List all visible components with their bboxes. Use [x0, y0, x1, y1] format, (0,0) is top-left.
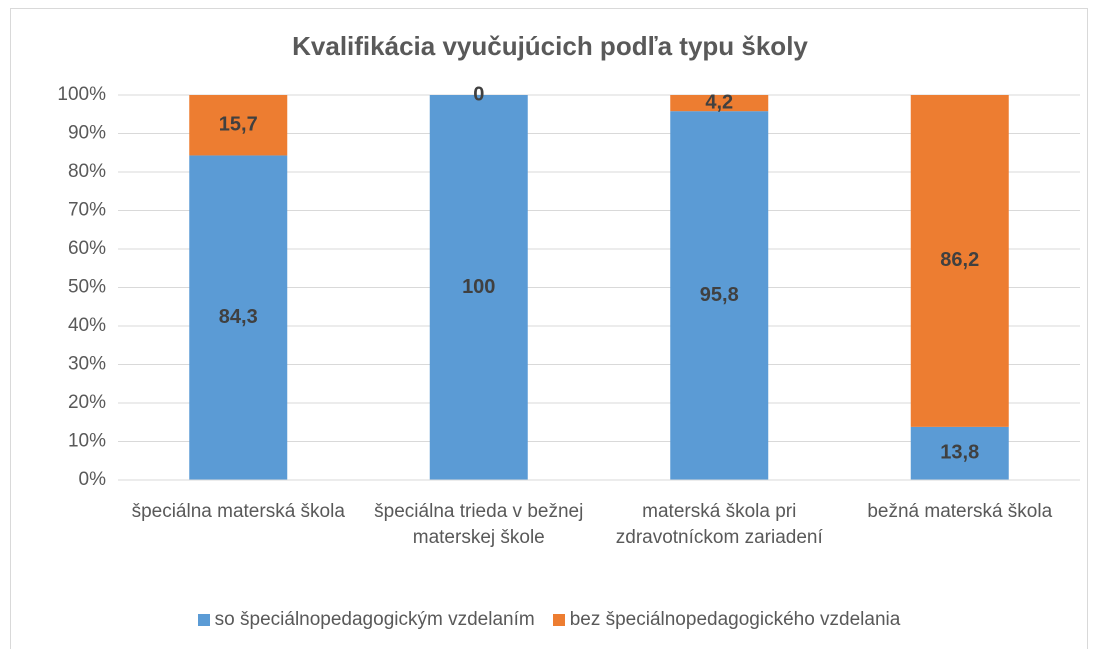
- y-tick-label: 20%: [68, 392, 106, 413]
- y-tick-label: 40%: [68, 315, 106, 336]
- legend-item: bez špeciálnopedagogického vzdelania: [552, 609, 901, 631]
- y-tick-label: 10%: [68, 431, 106, 452]
- x-tick-label: špeciálna materská škola: [131, 501, 345, 522]
- legend: so špeciálnopedagogickým vzdelaním bez šp…: [0, 609, 1098, 631]
- y-tick-label: 70%: [68, 200, 106, 221]
- legend-label: bez špeciálnopedagogického vzdelania: [569, 609, 901, 630]
- data-label: 84,3: [219, 306, 258, 328]
- bar-segment: [189, 95, 288, 156]
- bar-segment: [429, 95, 528, 480]
- data-label: 13,8: [940, 442, 979, 464]
- y-tick-label: 0%: [79, 469, 107, 490]
- data-label: 0: [473, 83, 484, 105]
- bar-segment: [910, 426, 1009, 480]
- legend-swatch: [552, 614, 565, 626]
- legend-label: so špeciálnopedagogickým vzdelaním: [214, 609, 535, 630]
- bar-segment: [910, 95, 1009, 427]
- x-tick-label: materská škola pri zdravotníckom zariade…: [615, 501, 823, 548]
- bar-segment: [189, 155, 288, 480]
- y-tick-label: 100%: [57, 84, 106, 105]
- chart-title: Kvalifikácia vyučujúcich podľa typu škol…: [292, 31, 808, 61]
- data-label: 95,8: [700, 284, 739, 306]
- y-tick-label: 80%: [68, 161, 106, 182]
- bar-segment: [670, 95, 769, 112]
- legend-swatch: [197, 614, 210, 626]
- y-tick-label: 50%: [68, 277, 106, 298]
- legend-item: so špeciálnopedagogickým vzdelaním: [197, 609, 535, 631]
- data-label: 4,2: [705, 91, 733, 113]
- x-tick-label: špeciálna trieda v bežnej materskej škol…: [374, 501, 584, 548]
- y-tick-label: 60%: [68, 238, 106, 259]
- x-tick-label: bežná materská škola: [867, 501, 1053, 522]
- data-label: 86,2: [940, 249, 979, 271]
- data-label: 100: [462, 276, 495, 298]
- y-tick-label: 90%: [68, 123, 106, 144]
- y-tick-label: 30%: [68, 354, 106, 375]
- data-label: 15,7: [219, 114, 258, 136]
- chart-border: [10, 8, 1088, 649]
- bar-segment: [670, 111, 769, 481]
